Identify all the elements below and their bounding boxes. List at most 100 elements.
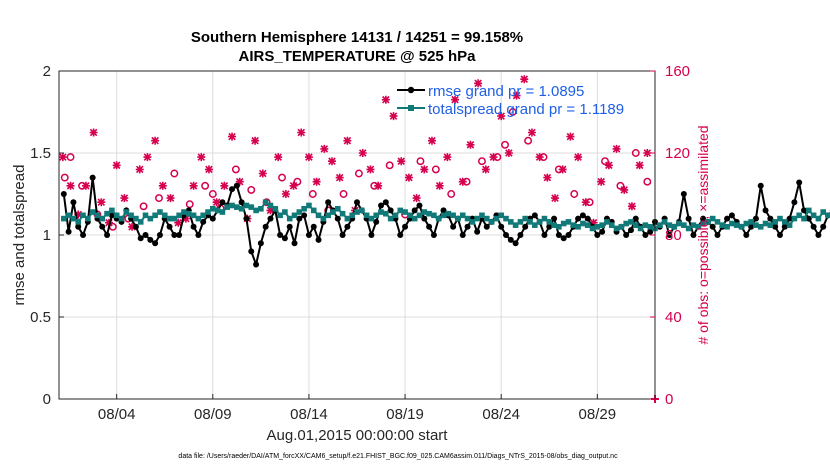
totalspread-point	[445, 210, 452, 217]
obs-assimilated-point	[328, 157, 337, 166]
totalspread-point	[767, 222, 774, 228]
rmse-point	[277, 232, 284, 238]
x-tick-label: 08/19	[386, 406, 424, 423]
totalspread-point	[676, 220, 682, 227]
y-tick-label: 1.5	[30, 145, 51, 162]
obs-assimilated-point	[427, 136, 436, 145]
totalspread-point	[517, 219, 524, 225]
rmse-point	[291, 240, 298, 247]
y2-tick-label: 0	[665, 391, 673, 408]
obs-possible-point	[601, 157, 609, 166]
obs-assimilated-point	[212, 198, 221, 207]
y-tick-label: 0	[43, 391, 51, 408]
totalspread-point	[623, 220, 629, 227]
totalspread-point	[354, 209, 360, 215]
totalspread-point	[546, 219, 553, 225]
obs-possible-point	[247, 185, 256, 194]
totalspread-point	[185, 210, 192, 217]
totalspread-point	[743, 220, 750, 227]
totalspread-point	[801, 215, 807, 222]
totalspread-point	[508, 219, 514, 225]
obs-assimilated-point	[143, 153, 152, 162]
rmse-point	[820, 223, 827, 230]
obs-assimilated-point	[204, 165, 213, 174]
chart-title: Southern Hemisphere 14131 / 14251 = 99.1…	[191, 29, 523, 46]
rmse-point	[382, 199, 389, 206]
totalspread-point	[695, 224, 702, 230]
rmse-point	[796, 179, 803, 186]
obs-possible-point	[501, 140, 509, 149]
rmse-point	[647, 228, 654, 235]
totalspread-point	[224, 204, 231, 210]
rmse-point	[397, 232, 404, 238]
rmse-point	[805, 215, 812, 222]
totalspread-point	[142, 212, 149, 219]
obs-assimilated-point	[258, 169, 267, 178]
totalspread-point	[455, 215, 461, 222]
obs-assimilated-point	[228, 132, 237, 141]
totalspread-point	[719, 222, 726, 228]
totalspread-point	[608, 222, 615, 228]
obs-assimilated-point	[466, 140, 475, 149]
totalspread-point	[85, 215, 91, 222]
rmse-point	[315, 236, 322, 243]
totalspread-point	[310, 207, 317, 214]
rmse-point	[786, 215, 793, 222]
rmse-point	[690, 232, 697, 238]
obs-possible-point	[524, 136, 533, 145]
rmse-point	[65, 228, 72, 235]
obs-possible-point	[570, 190, 579, 198]
obs-assimilated-point	[58, 153, 67, 162]
rmse-point	[325, 199, 332, 206]
obs-assimilated-point	[181, 214, 190, 223]
totalspread-point	[397, 207, 404, 214]
legend-marker-totalspread	[408, 105, 414, 111]
totalspread-point	[642, 222, 649, 228]
obs-assimilated-point	[443, 153, 452, 162]
obs-assimilated-point	[304, 153, 313, 162]
obs-assimilated-point	[104, 218, 113, 227]
rmse-point	[767, 215, 774, 222]
totalspread-point	[339, 210, 346, 217]
rmse-point	[810, 223, 817, 230]
rmse-point	[296, 215, 303, 222]
totalspread-point	[657, 222, 663, 228]
totalspread-point	[632, 222, 639, 228]
rmse-point	[132, 223, 139, 230]
rmse-point	[666, 232, 673, 238]
rmse-point	[594, 232, 601, 238]
totalspread-point	[786, 222, 793, 228]
obs-assimilated-point	[266, 206, 275, 215]
totalspread-point	[541, 215, 548, 222]
rmse-point	[474, 228, 481, 235]
totalspread-point	[488, 219, 495, 225]
obs-assimilated-point	[166, 194, 175, 203]
rmse-point	[233, 182, 240, 189]
obs-assimilated-point	[543, 173, 552, 182]
rmse-point	[700, 215, 707, 222]
x-axis: 08/04 08/09 08/14 08/19 08/24 08/29	[98, 394, 616, 423]
rmse-point	[200, 218, 207, 225]
totalspread-point	[243, 202, 250, 209]
rmse-point	[60, 191, 67, 197]
rmse-point	[430, 232, 437, 238]
obs-possible-point	[643, 177, 652, 186]
obs-assimilated-point	[189, 181, 198, 190]
obs-assimilated-point	[551, 194, 560, 203]
obs-assimilated-point	[81, 181, 90, 190]
totalspread-point	[532, 222, 538, 228]
rmse-point	[248, 248, 255, 255]
obs-assimilated-point	[151, 136, 160, 145]
rmse-point	[776, 232, 783, 238]
totalspread-point	[166, 215, 173, 222]
obs-assimilated-point	[412, 194, 421, 203]
obs-assimilated-point	[135, 165, 144, 174]
obs-assimilated-point	[320, 144, 329, 153]
data-file-footnote: data file: /Users/raeder/DAI/ATM_forcXX/…	[178, 453, 618, 460]
obs-assimilated-point	[635, 161, 644, 170]
rmse-point	[450, 223, 457, 230]
obs-assimilated-point	[458, 177, 467, 186]
obs-assimilated-point	[281, 190, 290, 198]
totalspread-point	[637, 225, 644, 232]
totalspread-point	[777, 215, 783, 222]
